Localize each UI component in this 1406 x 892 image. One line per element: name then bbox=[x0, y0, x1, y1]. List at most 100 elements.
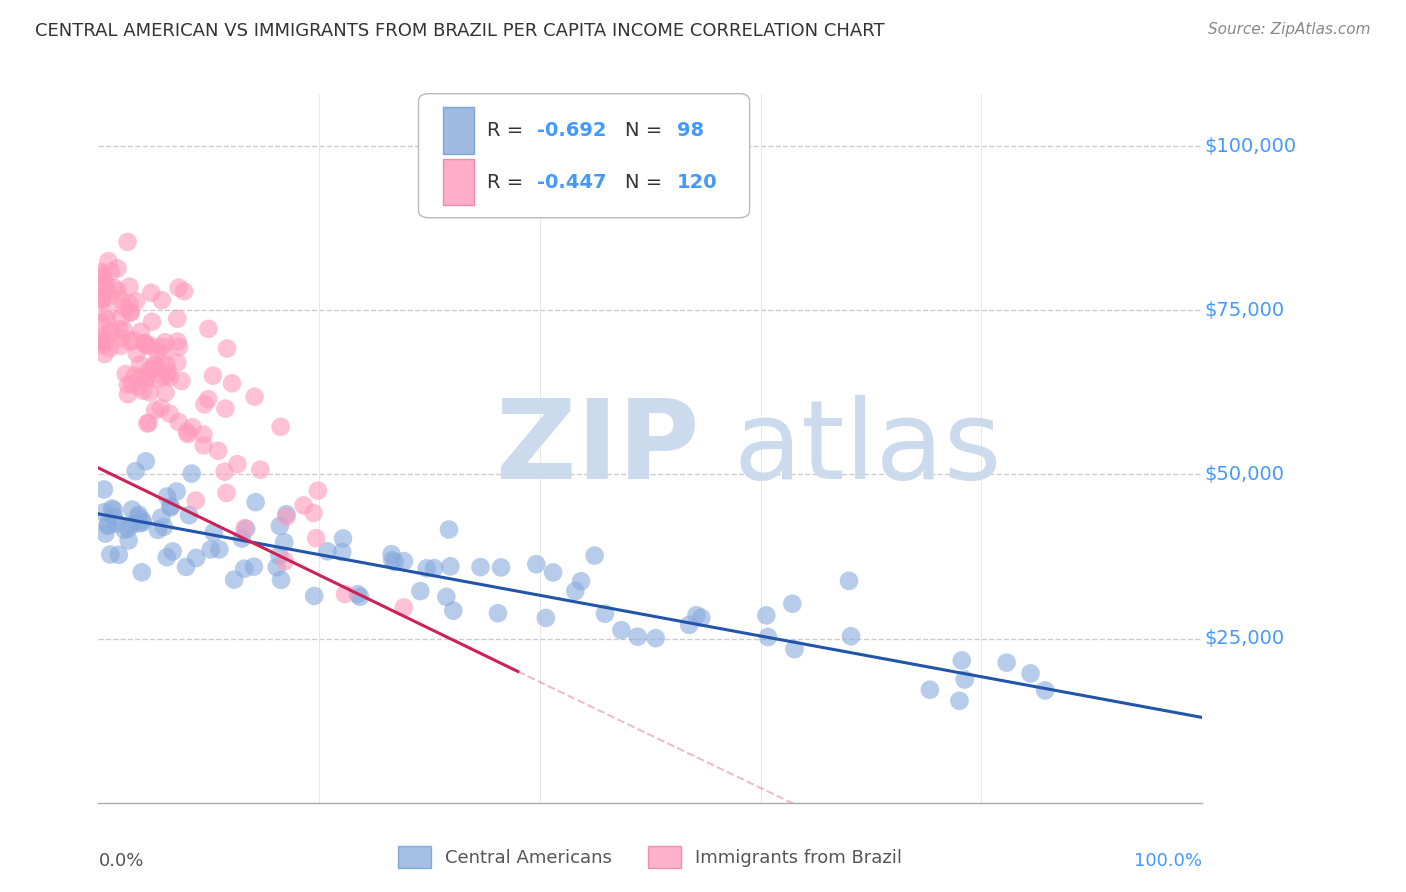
Point bbox=[541, 566, 564, 580]
Point bbox=[135, 339, 157, 353]
Point bbox=[117, 533, 139, 548]
Point bbox=[135, 371, 157, 385]
Point bbox=[110, 331, 132, 345]
Point bbox=[839, 629, 862, 643]
Point bbox=[112, 523, 135, 537]
Point bbox=[108, 293, 131, 307]
Point bbox=[100, 326, 122, 340]
Text: Source: ZipAtlas.com: Source: ZipAtlas.com bbox=[1208, 22, 1371, 37]
Point bbox=[564, 584, 586, 599]
Point bbox=[93, 505, 115, 519]
Point bbox=[96, 306, 118, 320]
Point bbox=[159, 500, 181, 515]
Point bbox=[156, 368, 179, 382]
Point bbox=[162, 544, 184, 558]
Point bbox=[307, 483, 329, 498]
Point bbox=[177, 508, 200, 523]
Point bbox=[409, 584, 432, 599]
Point bbox=[332, 532, 354, 546]
Point bbox=[437, 523, 460, 537]
Point bbox=[678, 618, 700, 632]
Point bbox=[90, 293, 112, 307]
Point bbox=[117, 377, 139, 392]
Point bbox=[120, 305, 142, 319]
Point bbox=[685, 608, 707, 623]
Point bbox=[953, 673, 976, 687]
Point bbox=[97, 517, 120, 532]
Point bbox=[107, 261, 129, 276]
Point bbox=[98, 548, 121, 562]
Point bbox=[470, 560, 492, 574]
Point bbox=[184, 493, 207, 508]
Point bbox=[112, 323, 135, 337]
Point bbox=[156, 550, 179, 565]
Point bbox=[153, 520, 176, 534]
Point bbox=[1019, 666, 1042, 681]
Text: atlas: atlas bbox=[733, 395, 1001, 501]
Point bbox=[269, 519, 291, 533]
Point bbox=[94, 276, 117, 290]
Point bbox=[167, 340, 190, 354]
Text: 120: 120 bbox=[676, 173, 717, 192]
Point bbox=[166, 311, 188, 326]
Point bbox=[117, 235, 139, 249]
Point bbox=[333, 587, 356, 601]
Point bbox=[98, 341, 121, 355]
Legend: Central Americans, Immigrants from Brazil: Central Americans, Immigrants from Brazi… bbox=[391, 838, 910, 875]
Point bbox=[105, 284, 128, 298]
Point bbox=[269, 549, 291, 563]
Point bbox=[583, 549, 606, 563]
Point bbox=[143, 358, 166, 372]
Point bbox=[243, 390, 266, 404]
Point bbox=[90, 316, 112, 330]
Point bbox=[117, 521, 139, 535]
Point bbox=[177, 427, 200, 442]
Point bbox=[138, 416, 160, 430]
Point bbox=[167, 281, 190, 295]
Point bbox=[93, 483, 115, 497]
Point bbox=[193, 438, 215, 452]
Point bbox=[94, 335, 117, 350]
Point bbox=[305, 531, 328, 545]
Point bbox=[249, 463, 271, 477]
Point bbox=[118, 296, 141, 310]
Text: $100,000: $100,000 bbox=[1205, 136, 1296, 156]
Point bbox=[292, 499, 315, 513]
Point bbox=[91, 270, 114, 285]
Point bbox=[90, 268, 112, 282]
Text: N =: N = bbox=[624, 121, 668, 140]
Point bbox=[100, 324, 122, 338]
Point bbox=[93, 279, 115, 293]
Point bbox=[131, 513, 153, 527]
Text: 100.0%: 100.0% bbox=[1135, 853, 1202, 871]
Point bbox=[121, 502, 143, 516]
Point bbox=[384, 555, 406, 569]
Point bbox=[141, 362, 163, 376]
Point bbox=[98, 289, 121, 303]
Point bbox=[90, 335, 112, 350]
Point bbox=[346, 587, 368, 601]
Text: -0.447: -0.447 bbox=[537, 173, 606, 192]
Point bbox=[214, 465, 236, 479]
Point bbox=[486, 606, 509, 620]
Point bbox=[950, 653, 973, 667]
Point bbox=[838, 574, 860, 588]
Point bbox=[146, 344, 169, 359]
Point bbox=[302, 506, 325, 520]
Point bbox=[316, 544, 339, 558]
Point bbox=[233, 562, 256, 576]
Point bbox=[153, 335, 176, 350]
Point bbox=[100, 265, 122, 279]
Point bbox=[96, 312, 118, 326]
Point bbox=[380, 547, 402, 561]
Point bbox=[215, 486, 238, 500]
Point bbox=[139, 339, 162, 353]
Point bbox=[181, 420, 204, 434]
Point bbox=[90, 329, 112, 343]
Point bbox=[150, 510, 173, 524]
Point bbox=[90, 290, 112, 304]
Point bbox=[173, 285, 195, 299]
Point bbox=[423, 561, 446, 575]
Point bbox=[439, 559, 461, 574]
Point bbox=[159, 407, 181, 421]
